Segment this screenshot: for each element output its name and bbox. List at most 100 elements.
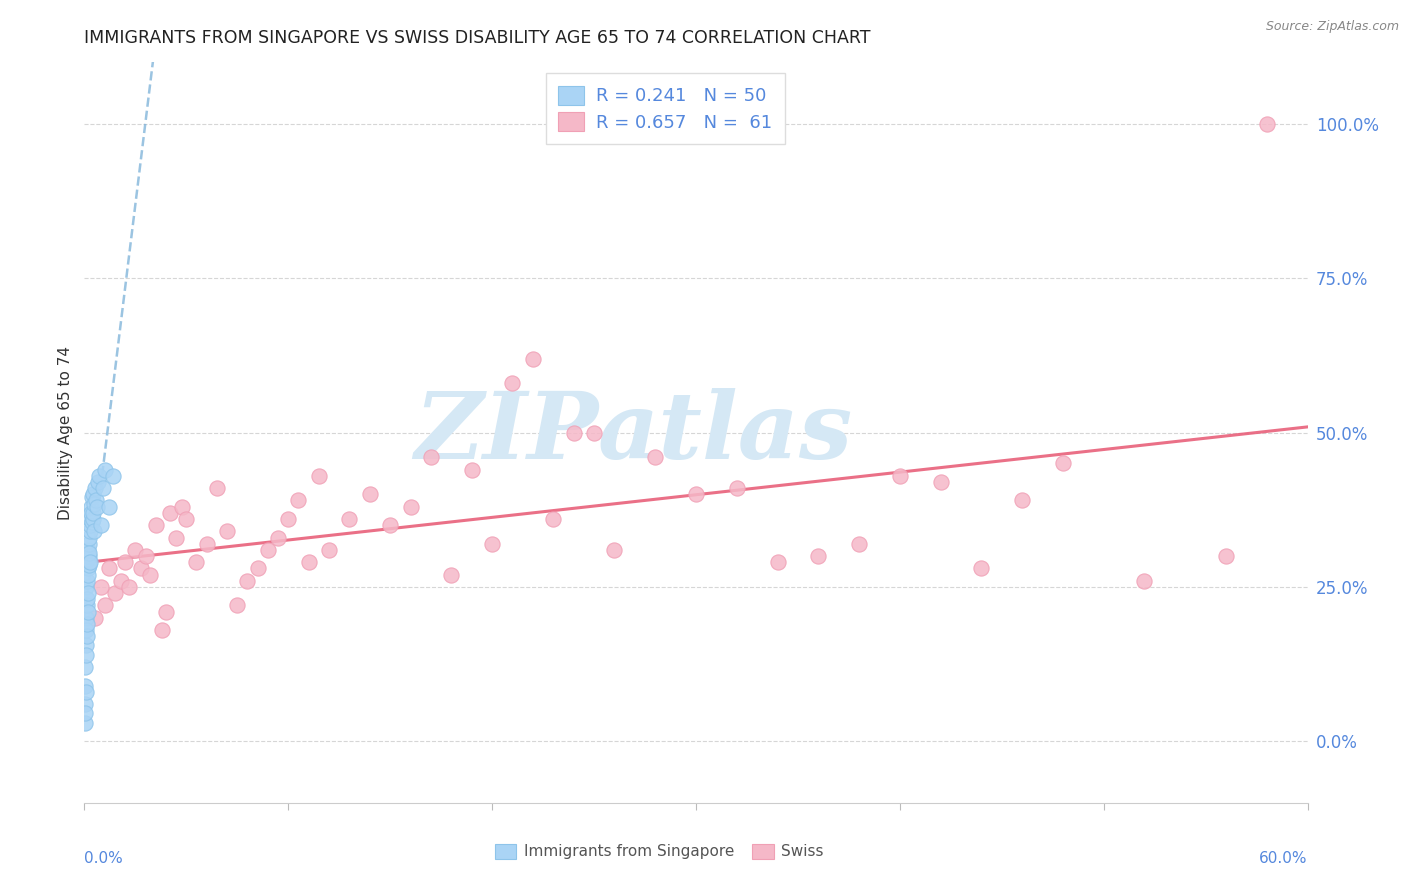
Point [118,580,141,594]
Point [318,542,340,557]
Point [298,555,321,569]
Point [159,506,181,520]
Point [543,512,565,526]
Point [186,555,208,569]
Point [226,599,249,613]
Point [1011,493,1033,508]
Point [1215,549,1237,563]
Point [97,561,120,575]
Point [277,512,299,526]
Text: IMMIGRANTS FROM SINGAPORE VS SWISS DISABILITY AGE 65 TO 74 CORRELATION CHART: IMMIGRANTS FROM SINGAPORE VS SWISS DISAB… [84,29,870,47]
Point [77,552,100,566]
Point [77,542,100,557]
Point [73,715,96,730]
Point [101,468,124,483]
Point [76,616,98,631]
Y-axis label: Disability Age 65 to 74: Disability Age 65 to 74 [58,345,73,520]
Point [287,493,309,508]
Point [84,493,107,508]
Point [929,475,952,489]
Point [889,468,911,483]
Point [138,567,160,582]
Point [174,512,197,526]
Point [90,580,112,594]
Point [79,524,101,539]
Point [76,586,98,600]
Point [77,558,100,573]
Point [79,555,101,569]
Point [807,549,830,563]
Point [420,450,443,465]
Text: 60.0%: 60.0% [1260,851,1308,866]
Point [359,487,381,501]
Point [77,549,100,563]
Point [131,561,153,575]
Point [82,487,104,501]
Point [165,531,187,545]
Point [80,515,103,529]
Point [75,679,97,693]
Point [76,629,98,643]
Point [583,425,606,440]
Point [75,648,97,662]
Point [155,605,177,619]
Point [685,487,707,501]
Point [502,376,524,391]
Point [80,506,103,520]
Point [83,497,105,511]
Point [172,500,194,514]
Point [104,586,127,600]
Point [76,561,98,575]
Point [124,542,146,557]
Text: Source: ZipAtlas.com: Source: ZipAtlas.com [1265,20,1399,33]
Point [246,561,269,575]
Point [79,512,101,526]
Point [79,518,101,533]
Point [82,512,104,526]
Point [75,580,97,594]
Point [75,660,97,674]
Point [75,611,97,625]
Point [73,697,96,711]
Point [97,500,120,514]
Point [75,685,97,699]
Point [91,481,114,495]
Point [79,546,101,560]
Point [83,481,105,495]
Point [603,542,626,557]
Point [82,491,104,505]
Point [1052,457,1074,471]
Point [83,524,105,539]
Point [217,524,239,539]
Point [77,531,100,545]
Point [76,605,98,619]
Point [83,611,105,625]
Point [80,500,103,514]
Point [77,567,100,582]
Point [1133,574,1156,588]
Point [75,623,97,637]
Point [86,475,108,489]
Point [93,462,115,476]
Point [236,574,259,588]
Point [848,536,870,550]
Point [308,468,330,483]
Point [766,555,789,569]
Point [339,512,361,526]
Point [150,623,173,637]
Point [76,574,98,588]
Point [205,481,228,495]
Point [145,518,167,533]
Text: atlas: atlas [598,388,853,477]
Point [380,518,402,533]
Point [77,536,100,550]
Point [90,518,112,533]
Text: 0.0%: 0.0% [84,851,124,866]
Point [562,425,585,440]
Point [82,506,104,520]
Point [76,599,98,613]
Point [114,555,136,569]
Point [644,450,666,465]
Point [76,592,98,607]
Point [481,536,503,550]
